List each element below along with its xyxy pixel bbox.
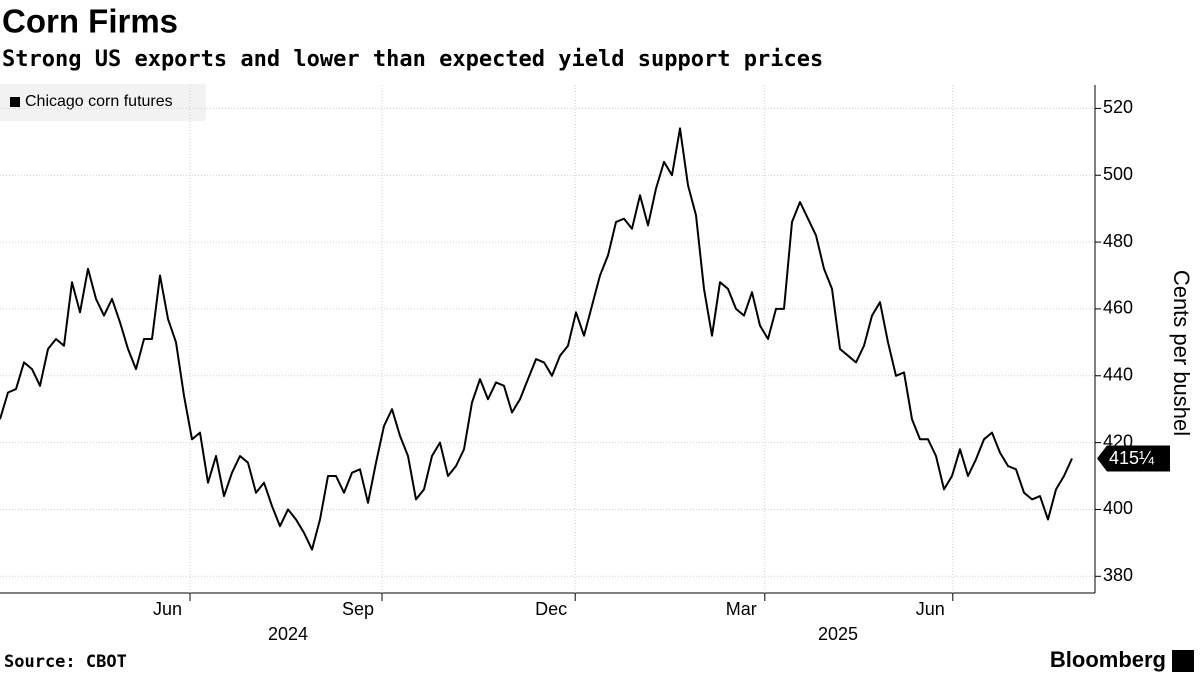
price-line <box>0 127 1073 551</box>
last-value-label: 415¼ <box>1109 448 1155 468</box>
y-tick-label: 500 <box>1103 164 1133 184</box>
brand-icon <box>1172 650 1194 672</box>
last-value-box <box>1097 445 1170 472</box>
y-axis-label: Cents per bushel <box>1169 270 1194 436</box>
legend-box <box>0 84 206 121</box>
brand: Bloomberg <box>1050 647 1166 672</box>
chart-title: Corn Firms <box>2 3 178 40</box>
x-year-label: 2025 <box>818 624 858 644</box>
x-tick-label: Jun <box>916 599 945 619</box>
x-tick-label: Sep <box>342 599 374 619</box>
y-tick-label: 400 <box>1103 498 1133 518</box>
x-tick-label: Mar <box>726 599 757 619</box>
legend-swatch <box>10 97 20 107</box>
y-tick-label: 460 <box>1103 298 1133 318</box>
y-tick-label: 440 <box>1103 365 1133 385</box>
y-tick-label: 380 <box>1103 565 1133 585</box>
chart-subtitle: Strong US exports and lower than expecte… <box>2 47 823 72</box>
x-tick-label: Dec <box>535 599 567 619</box>
x-year-label: 2024 <box>268 624 308 644</box>
y-tick-label: 480 <box>1103 231 1133 251</box>
source: Source: CBOT <box>4 652 127 672</box>
legend-label: Chicago corn futures <box>25 93 173 110</box>
y-tick-label: 520 <box>1103 97 1133 117</box>
x-tick-label: Jun <box>153 599 182 619</box>
